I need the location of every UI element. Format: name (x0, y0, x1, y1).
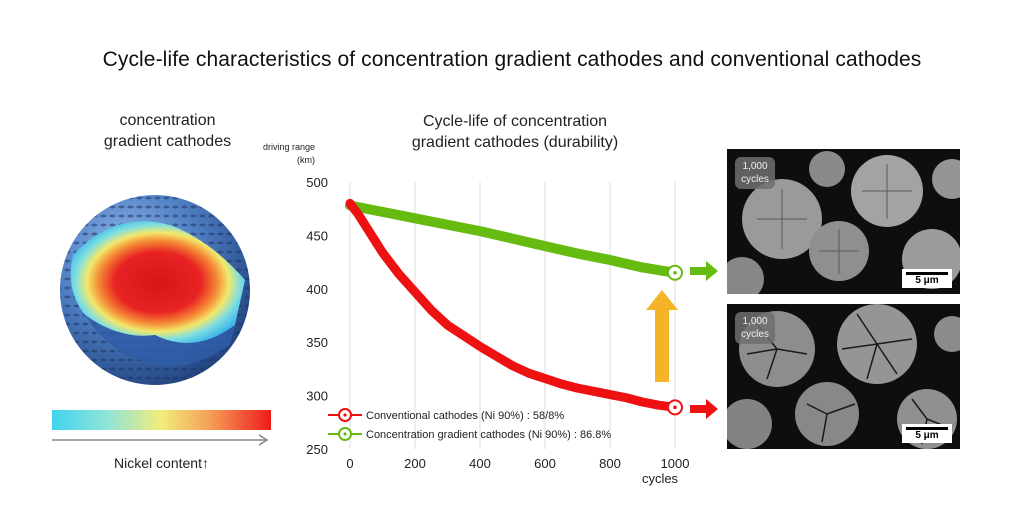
badge-bottom-line1: 1,000 (742, 316, 768, 327)
cathode-particle-illustration (60, 195, 250, 385)
series-end-marker-dot (673, 270, 677, 275)
left-panel-title: concentration gradient cathodes (60, 110, 275, 152)
scale-label-bottom: 5 μm (915, 430, 939, 441)
scale-label-top: 5 μm (915, 275, 939, 286)
legend-label: Concentration gradient cathodes (Ni 90%)… (366, 429, 611, 441)
badge-bottom-line2: cycles (741, 329, 769, 340)
x-tick-label: 1000 (661, 456, 690, 471)
left-title-line1: concentration (119, 112, 216, 129)
red-arrow-icon (690, 399, 718, 419)
y-tick-label: 350 (306, 335, 328, 350)
y-tick-label: 400 (306, 282, 328, 297)
page-title: Cycle-life characteristics of concentrat… (102, 48, 922, 71)
particle-cutaway-gradient (70, 221, 245, 343)
particle-cut-edge (85, 315, 235, 367)
gradient-cathode-line (345, 200, 680, 278)
x-tick-label: 800 (599, 456, 621, 471)
chart-series (345, 198, 683, 416)
legend-swatch-dot (343, 432, 347, 436)
badge-top-line2: cycles (741, 174, 769, 185)
orange-up-arrow-icon (646, 290, 678, 382)
nickel-direction-arrow-icon (52, 434, 269, 446)
y-tick-label: 450 (306, 228, 328, 243)
y-axis-label-line2: (km) (297, 155, 315, 165)
y-tick-label: 300 (306, 389, 328, 404)
legend-label: Conventional cathodes (Ni 90%) : 58/8% (366, 410, 564, 422)
cycle-life-chart: driving range (km) 0 200 400 600 800 1000 250 3… (263, 142, 689, 486)
micrograph-gradient-cathode: 1,000 cycles 5 μm (727, 149, 960, 294)
legend-swatch-dot (343, 413, 347, 417)
micrograph-conventional-cathode: 1,000 cycles 5 μm (727, 304, 960, 449)
chart-grid (349, 182, 676, 449)
x-axis-label: cycles (642, 471, 679, 486)
scale-bar-bottom: 5 μm (902, 424, 952, 443)
micrograph-badge-top: 1,000 cycles (735, 157, 775, 189)
x-tick-label: 400 (469, 456, 491, 471)
micrograph-badge-bottom: 1,000 cycles (735, 312, 775, 344)
chart-legend: Conventional cathodes (Ni 90%) : 58/8% Co… (328, 408, 611, 441)
series-end-marker-dot (673, 405, 677, 410)
green-arrow-icon (690, 261, 718, 281)
badge-top-line1: 1,000 (742, 161, 768, 172)
x-tick-label: 0 (346, 456, 353, 471)
chart-title-line2: gradient cathodes (durability) (411, 134, 619, 151)
chart-title: Cycle-life of concentration gradient cat… (360, 111, 670, 153)
x-tick-label: 600 (534, 456, 556, 471)
nickel-content-gradient-bar (52, 410, 271, 430)
nickel-content-label: Nickel content↑ (114, 455, 209, 471)
conventional-cathode-line (345, 198, 680, 412)
y-tick-label: 250 (306, 442, 328, 457)
chart-ticks: 0 200 400 600 800 1000 250 300 350 400 450 500 (306, 175, 689, 471)
x-tick-label: 200 (404, 456, 426, 471)
y-axis-label-line1: driving range (263, 142, 315, 152)
left-title-line2: gradient cathodes (103, 133, 232, 150)
chart-title-line1: Cycle-life of concentration (422, 113, 608, 130)
y-tick-label: 500 (306, 175, 328, 190)
scale-bar-top: 5 μm (902, 269, 952, 288)
